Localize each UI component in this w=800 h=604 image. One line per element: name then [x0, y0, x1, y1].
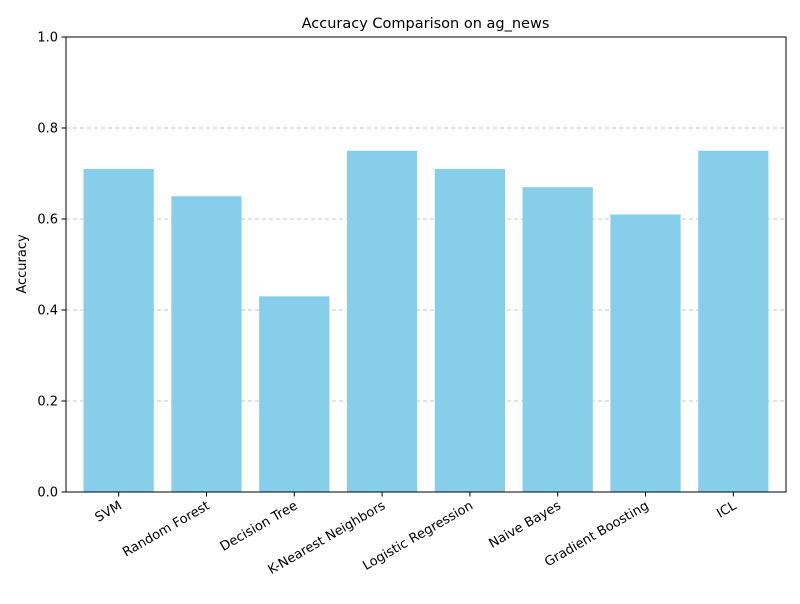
y-tick-label: 0.6: [37, 213, 58, 228]
bar-decision-tree: [259, 296, 330, 492]
bar-gradient-boosting: [610, 214, 681, 492]
bars: [83, 150, 769, 492]
bar-naive-bayes: [522, 187, 593, 492]
chart-title: Accuracy Comparison on ag_news: [302, 16, 550, 32]
y-axis-label: Accuracy: [15, 234, 30, 294]
y-tick-label: 1.0: [37, 31, 58, 46]
plot-frame: [65, 36, 787, 493]
bar-svm: [83, 168, 154, 492]
bar-icl: [698, 150, 769, 492]
y-axis-ticks: 0.0 0.2 0.4 0.6 0.8 1.0: [37, 31, 66, 501]
y-tick-label: 0.0: [37, 486, 58, 501]
y-tick-label: 0.4: [37, 304, 58, 319]
bar-random-forest: [171, 196, 242, 492]
bar-logistic-regression: [434, 168, 506, 492]
y-tick-label: 0.8: [37, 122, 58, 137]
bar-k-nearest-neighbors: [346, 150, 418, 492]
y-tick-label: 0.2: [37, 395, 58, 410]
